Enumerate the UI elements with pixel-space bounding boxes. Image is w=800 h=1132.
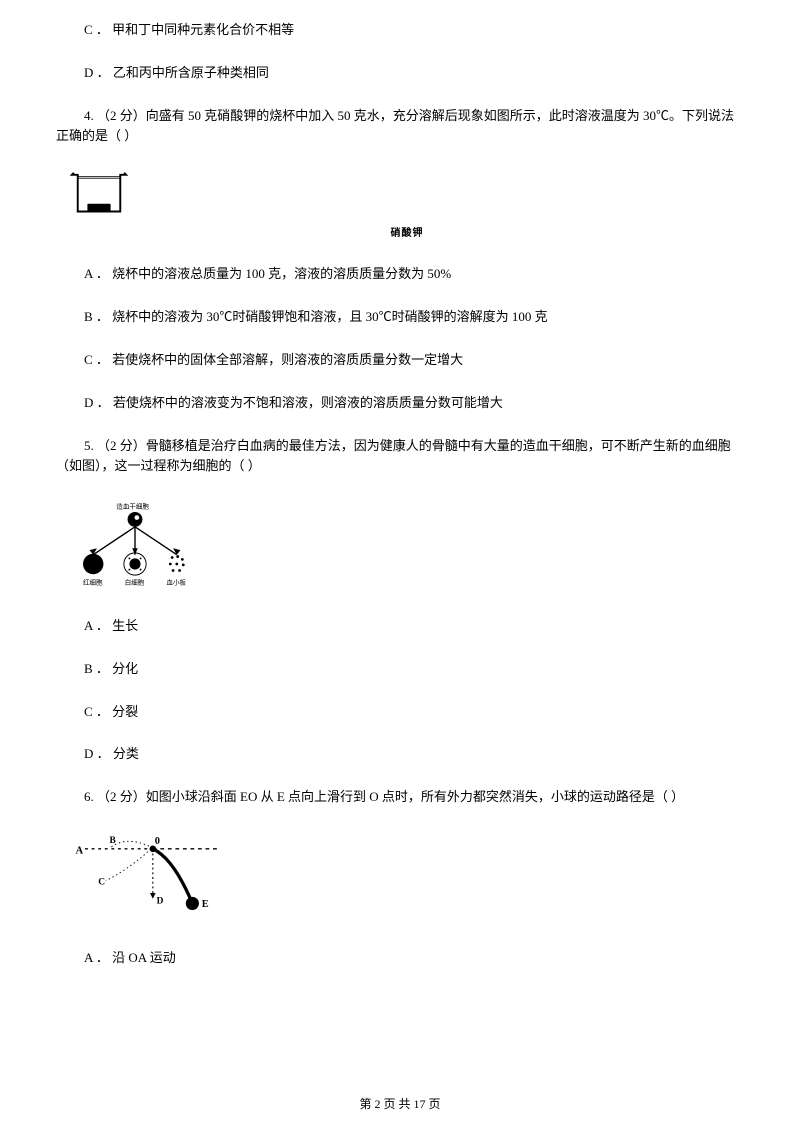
ball-path-icon: A B C 0 D E xyxy=(70,830,230,919)
q5-option-a: A ． 生长 xyxy=(56,616,744,637)
q4-option-a: A ． 烧杯中的溶液总质量为 100 克，溶液的溶质质量分数为 50% xyxy=(56,264,744,285)
svg-text:A: A xyxy=(76,846,84,857)
q5-option-c: C ． 分裂 xyxy=(56,702,744,723)
svg-text:血小板: 血小板 xyxy=(167,578,187,587)
q4-option-c: C ． 若使烧杯中的固体全部溶解，则溶液的溶质质量分数一定增大 xyxy=(56,350,744,371)
svg-text:D: D xyxy=(157,896,164,906)
svg-text:E: E xyxy=(202,899,209,910)
platelets xyxy=(169,555,185,572)
question-5-text: 5. （2 分）骨髓移植是治疗白血病的最佳方法，因为健康人的骨髓中有大量的造血干… xyxy=(56,436,744,478)
svg-text:C: C xyxy=(98,878,105,888)
svg-text:白细胞: 白细胞 xyxy=(125,578,145,587)
page-footer: 第 2 页 共 17 页 xyxy=(0,1095,800,1114)
q5-option-d: D ． 分类 xyxy=(56,744,744,765)
previous-option-c: C ． 甲和丁中同种元素化合价不相等 xyxy=(56,20,744,41)
question-6-text: 6. （2 分）如图小球沿斜面 EO 从 E 点向上滑行到 O 点时，所有外力都… xyxy=(56,787,744,808)
top-label: 造血干细胞 xyxy=(116,501,149,510)
beaker-label: 硝酸钾 xyxy=(70,226,744,242)
q5-option-b: B ． 分化 xyxy=(56,659,744,680)
question-4-text: 4. （2 分）向盛有 50 克硝酸钾的烧杯中加入 50 克水，充分溶解后现象如… xyxy=(56,106,744,148)
beaker-icon xyxy=(70,169,128,217)
cell-diagram-icon: 造血干细胞 红细胞 白细胞 血小板 xyxy=(70,499,200,587)
beaker-figure: 硝酸钾 xyxy=(70,169,744,242)
q4-option-d: D ． 若使烧杯中的溶液变为不饱和溶液，则溶液的溶质质量分数可能增大 xyxy=(56,393,744,414)
svg-text:红细胞: 红细胞 xyxy=(83,578,103,587)
svg-text:0: 0 xyxy=(155,836,160,847)
previous-option-d: D ． 乙和丙中所含原子种类相同 xyxy=(56,63,744,84)
ball-path-figure: A B C 0 D E xyxy=(70,830,744,926)
cell-diagram: 造血干细胞 红细胞 白细胞 血小板 xyxy=(70,499,744,594)
q4-option-b: B ． 烧杯中的溶液为 30℃时硝酸钾饱和溶液，且 30℃时硝酸钾的溶解度为 1… xyxy=(56,307,744,328)
q6-option-a: A ． 沿 OA 运动 xyxy=(56,948,744,969)
